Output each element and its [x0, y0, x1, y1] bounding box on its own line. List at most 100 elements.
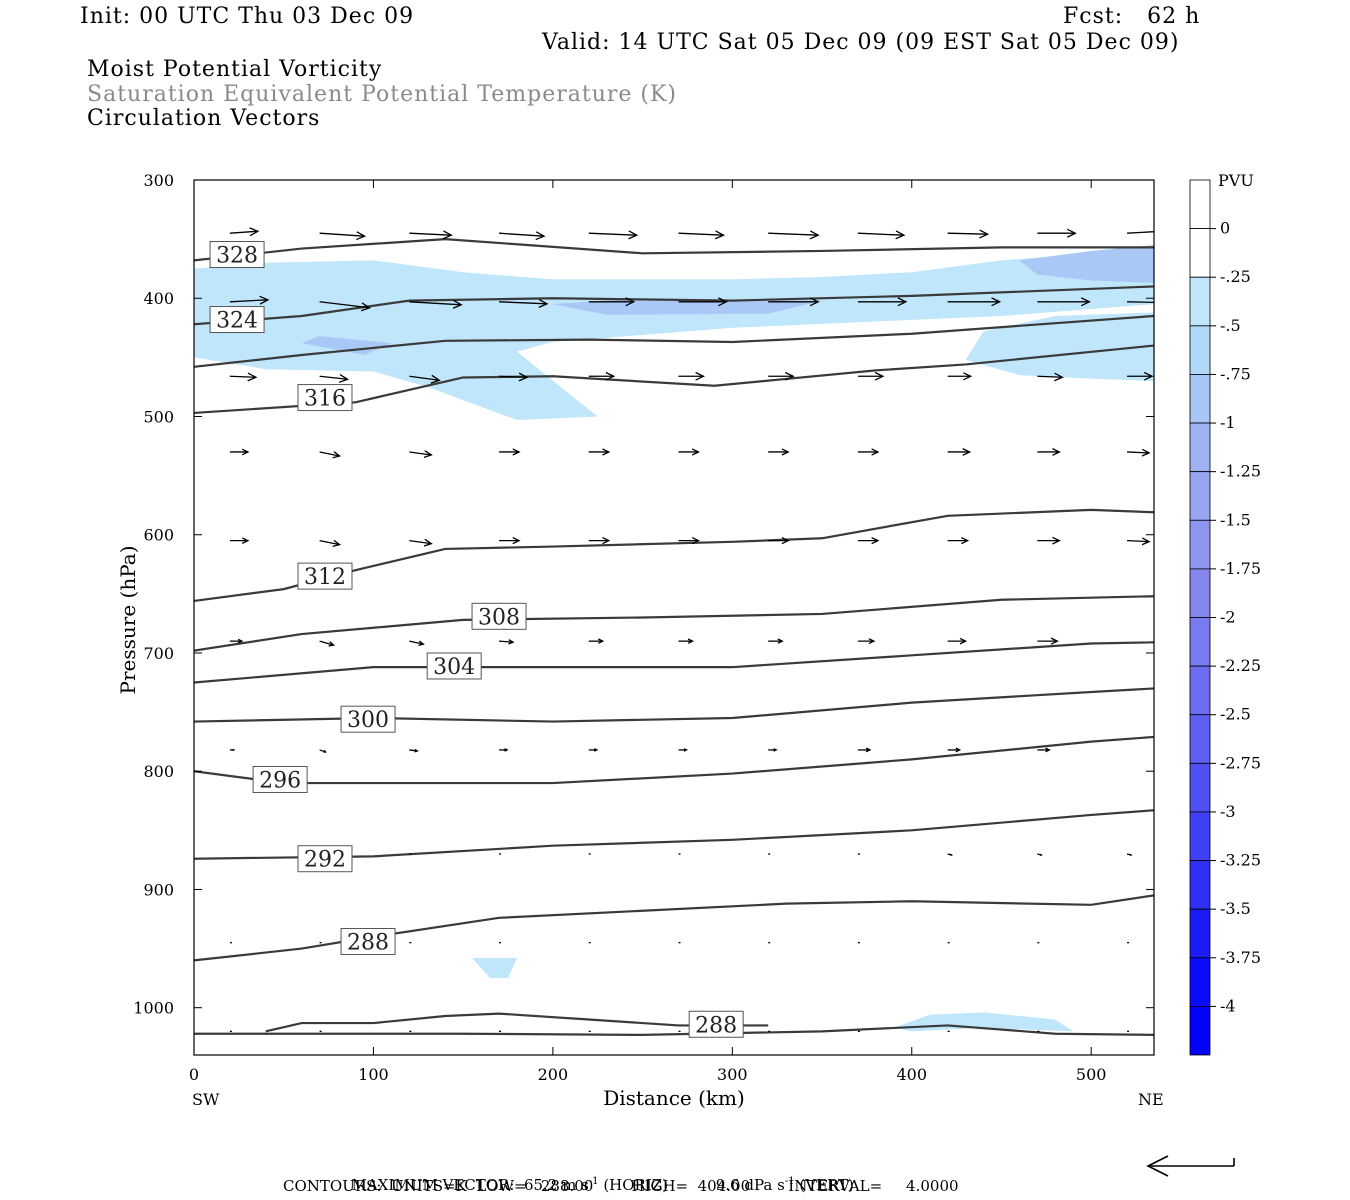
vector-head — [512, 537, 521, 545]
vector-head — [1052, 448, 1061, 456]
colorbar-segment — [1189, 860, 1211, 910]
mpv-shade-region — [472, 958, 517, 979]
vector-shaft — [319, 451, 340, 457]
vector-head — [1141, 448, 1151, 457]
contour-label-box — [340, 927, 396, 955]
valid-time: Valid: 14 UTC Sat 05 Dec 09 (09 EST Sat … — [542, 30, 1180, 55]
init-time: Init: 00 UTC Thu 03 Dec 09 — [80, 4, 415, 29]
colorbar-segment — [1189, 228, 1211, 278]
circulation-vector — [947, 229, 990, 239]
colorbar-segment — [1189, 908, 1211, 959]
vector-head — [1167, 299, 1175, 307]
circulation-vector — [1127, 371, 1154, 381]
circulation-vector — [768, 638, 784, 644]
vector-head — [535, 231, 546, 241]
circulation-vector — [409, 748, 419, 753]
colorbar-label: -2.5 — [1220, 705, 1251, 724]
circulation-vector — [409, 299, 463, 309]
circulation-vector — [857, 448, 880, 456]
vector-head — [1039, 853, 1043, 856]
vector-head — [508, 639, 515, 645]
contour-label-text: 316 — [304, 387, 346, 412]
contour-label-text: 288 — [347, 930, 389, 955]
vector-shaft — [499, 301, 548, 305]
circulation-vector — [319, 231, 367, 241]
vector-shaft — [409, 451, 432, 456]
contour-label-box — [471, 602, 527, 630]
colorbar-label: -2.25 — [1220, 656, 1261, 675]
circulation-vector — [857, 638, 876, 645]
theta-e-contour-line — [194, 1024, 1154, 1036]
vector-shaft — [229, 375, 256, 378]
vector-head — [868, 638, 876, 645]
colorbar-segment — [1189, 957, 1211, 1007]
colorbar-segment — [1189, 422, 1211, 473]
circulation-vector — [499, 537, 521, 545]
vector-head — [1054, 372, 1064, 382]
colorbar-label: -.5 — [1220, 316, 1241, 335]
vector-head — [1153, 227, 1154, 236]
contour-label-box — [426, 652, 482, 680]
vector-head — [598, 638, 605, 644]
vector-head — [1050, 637, 1059, 645]
field-title-vectors: Circulation Vectors — [87, 106, 321, 131]
vector-shaft — [499, 232, 545, 237]
colorbar-segment — [1189, 811, 1211, 861]
colorbar-label: -2.75 — [1220, 753, 1261, 772]
vector-head — [512, 448, 521, 456]
circulation-vector — [319, 539, 342, 548]
contour-label-box — [297, 845, 353, 873]
vector-head — [959, 637, 968, 645]
vector-head — [691, 537, 700, 545]
circulation-vector — [588, 748, 599, 752]
max-vector-label: MAXIMUM VECTOR: — [351, 1176, 515, 1194]
circulation-vector — [768, 537, 790, 545]
vector-shaft — [409, 539, 432, 545]
contour-label-text: 296 — [259, 768, 301, 793]
vector-head — [865, 747, 872, 753]
vector-head — [430, 374, 441, 384]
y-tick-label: 400 — [143, 289, 174, 308]
vector-head — [687, 638, 694, 644]
vector-head — [781, 537, 790, 545]
circulation-vector — [678, 230, 725, 240]
contour-label-box — [340, 705, 396, 733]
colorbar-label: -1.25 — [1220, 462, 1261, 481]
vector-shaft — [319, 540, 340, 546]
vector-shaft — [1127, 451, 1150, 454]
vector-head — [809, 230, 820, 240]
vector-shaft — [947, 232, 988, 235]
colorbar-label: -.25 — [1220, 267, 1251, 286]
y-tick-label: 600 — [143, 526, 174, 545]
vector-head — [683, 748, 688, 752]
colorbar-segment — [1189, 762, 1211, 813]
circulation-vector — [857, 297, 908, 307]
vector-head — [955, 747, 962, 753]
colorbar-segment — [1189, 276, 1211, 327]
vector-head — [241, 448, 250, 456]
circulation-vector — [678, 638, 694, 644]
vector-head — [356, 231, 367, 241]
circulation-vector — [1127, 448, 1151, 457]
vector-shaft — [319, 375, 348, 380]
colorbar-segment — [1189, 665, 1211, 716]
vector-shaft — [1127, 231, 1154, 234]
circulation-vector — [229, 227, 260, 237]
mpv-shade-region — [1019, 245, 1154, 283]
vector-head — [1143, 371, 1154, 381]
colorbar-label: -3.25 — [1220, 851, 1261, 870]
contour-label-text: 300 — [347, 708, 389, 733]
contour-label-box — [252, 765, 308, 793]
vector-shaft — [857, 232, 904, 236]
circulation-vector — [409, 538, 433, 547]
contour-label-box — [209, 240, 265, 268]
circulation-vector — [499, 298, 549, 308]
circulation-vector — [1037, 536, 1061, 545]
contour-label-box — [297, 384, 353, 412]
theta-e-contour-line — [194, 595, 1154, 652]
contour-label-box — [209, 306, 265, 334]
vector-head — [442, 230, 453, 240]
vector-shaft — [588, 232, 637, 236]
vector-head — [332, 539, 342, 548]
